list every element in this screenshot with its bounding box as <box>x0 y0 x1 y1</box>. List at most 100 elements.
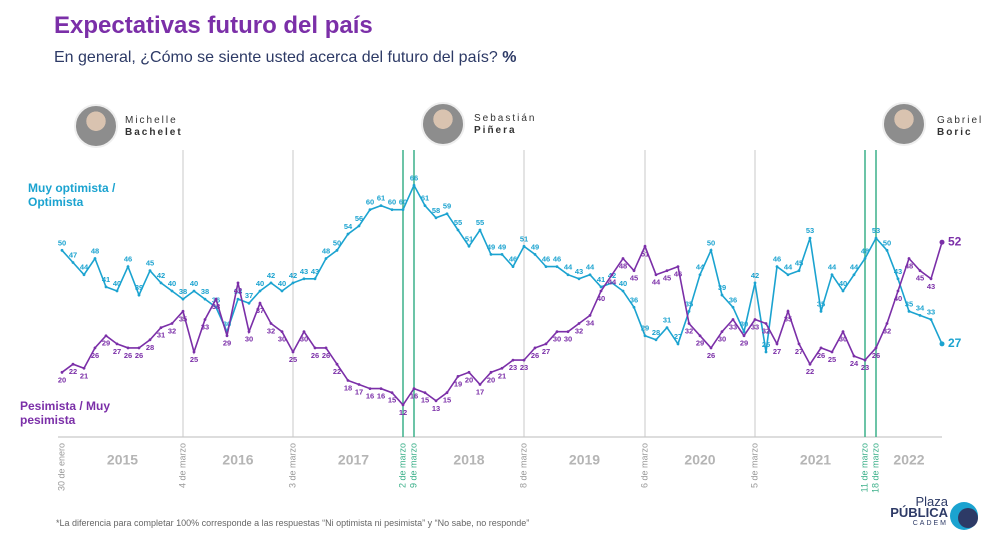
data-label: 20 <box>487 375 495 384</box>
point <box>907 257 911 260</box>
data-label: 54 <box>344 222 353 231</box>
data-label: 22 <box>333 367 341 376</box>
point <box>291 350 295 354</box>
year-label: 2015 <box>107 452 138 468</box>
point <box>412 387 416 390</box>
point <box>896 277 900 281</box>
data-label: 26 <box>311 351 319 360</box>
data-label: 28 <box>146 343 154 352</box>
data-label: 48 <box>619 261 627 270</box>
data-label: 50 <box>883 238 891 247</box>
data-label: 35 <box>685 299 693 308</box>
data-label: 13 <box>432 404 440 413</box>
data-label: 30 <box>564 335 572 344</box>
point <box>610 273 614 277</box>
point <box>192 289 196 293</box>
point <box>467 370 471 374</box>
data-label: 25 <box>190 355 198 364</box>
x-tick-label: 2 de marzo <box>397 443 407 488</box>
data-label: 32 <box>883 327 891 336</box>
point <box>753 318 757 321</box>
year-label: 2018 <box>453 452 484 468</box>
data-label: 15 <box>421 396 429 405</box>
point <box>577 322 581 325</box>
data-label: 33 <box>751 322 759 331</box>
x-tick-label: 9 de marzo <box>408 443 418 488</box>
point <box>654 273 658 277</box>
point <box>918 269 922 273</box>
point <box>819 309 823 313</box>
point <box>698 334 702 338</box>
point <box>621 257 625 260</box>
data-label: 46 <box>542 255 550 264</box>
point <box>808 362 812 366</box>
point <box>533 346 537 350</box>
data-label: 45 <box>630 274 638 283</box>
point <box>313 346 317 350</box>
data-label: 51 <box>520 234 528 243</box>
point <box>939 239 945 245</box>
point <box>324 257 328 260</box>
data-label: 48 <box>91 246 99 255</box>
point <box>830 350 834 354</box>
data-label: 28 <box>652 328 660 337</box>
data-label: 27 <box>113 347 121 356</box>
point <box>313 277 317 281</box>
data-label: 45 <box>146 259 154 268</box>
point <box>159 281 163 285</box>
point <box>687 322 691 325</box>
data-label: 44 <box>828 263 837 272</box>
point <box>104 334 108 338</box>
data-label: 44 <box>696 263 705 272</box>
data-label: 51 <box>641 249 649 258</box>
data-label: 16 <box>377 392 385 401</box>
point <box>214 305 218 309</box>
point <box>423 204 427 208</box>
year-label: 2020 <box>684 452 715 468</box>
logo-line: Plaza <box>915 494 948 509</box>
point <box>566 330 570 334</box>
data-label: 43 <box>300 267 308 276</box>
data-label: 15 <box>443 396 451 405</box>
data-label: 45 <box>795 259 803 268</box>
point <box>258 289 262 293</box>
point <box>742 334 746 338</box>
data-label: 43 <box>575 267 583 276</box>
point <box>577 277 581 281</box>
data-label: 27 <box>773 347 781 356</box>
point <box>852 354 856 358</box>
data-label: 12 <box>399 408 407 417</box>
point <box>280 289 284 293</box>
data-label: 36 <box>630 295 638 304</box>
data-label: 30 <box>740 320 748 329</box>
last-name: Piñera <box>474 125 517 136</box>
data-label: 38 <box>179 287 187 296</box>
data-label: 31 <box>157 331 165 340</box>
data-label: 42 <box>289 271 297 280</box>
point <box>247 301 251 305</box>
data-label: 25 <box>828 355 836 364</box>
point <box>500 253 504 256</box>
data-label: 40 <box>597 294 605 303</box>
data-label: 49 <box>498 242 506 251</box>
data-label: 52 <box>948 234 962 248</box>
data-label: 32 <box>168 327 176 336</box>
point <box>236 281 240 285</box>
data-label: 34 <box>916 303 925 312</box>
point <box>379 387 383 390</box>
subtitle-text: En general, ¿Cómo se siente usted acerca… <box>54 49 498 66</box>
logo-circle <box>958 508 978 528</box>
point <box>181 297 185 301</box>
point <box>291 281 295 285</box>
point <box>456 228 460 232</box>
subtitle-unit: % <box>502 49 517 66</box>
data-label: 29 <box>641 324 649 333</box>
data-label: 44 <box>850 263 859 272</box>
data-label: 44 <box>586 263 595 272</box>
data-label: 36 <box>729 295 737 304</box>
point <box>566 273 570 277</box>
data-label: 30 <box>300 335 308 344</box>
first-name: Michelle <box>125 115 178 126</box>
data-label: 38 <box>201 287 209 296</box>
first-name: Sebastián <box>474 113 537 124</box>
